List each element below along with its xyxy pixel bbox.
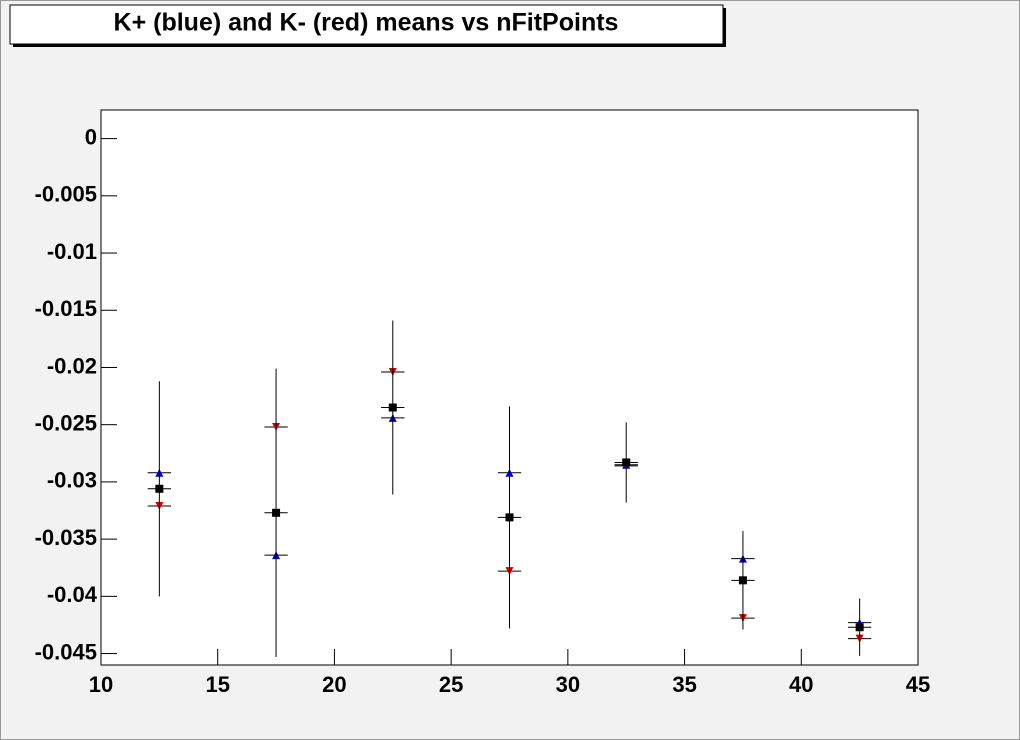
point: [855, 623, 864, 632]
x-tick-label: 15: [205, 672, 229, 697]
x-tick-label: 25: [439, 672, 463, 697]
point: [272, 508, 281, 517]
x-tick-label: 30: [556, 672, 580, 697]
y-tick-label: -0.035: [35, 525, 97, 550]
x-tick-label: 35: [672, 672, 696, 697]
point: [505, 513, 514, 522]
x-tick-label: 20: [322, 672, 346, 697]
point: [155, 484, 164, 493]
y-tick-label: -0.02: [47, 353, 97, 378]
x-tick-label: 10: [89, 672, 113, 697]
point: [738, 576, 747, 585]
title-box: [9, 4, 724, 45]
y-tick-label: -0.025: [35, 411, 97, 436]
y-tick-label: -0.005: [35, 182, 97, 207]
y-tick-label: -0.045: [35, 639, 97, 664]
y-tick-label: -0.04: [47, 582, 98, 607]
x-tick-label: 45: [906, 672, 930, 697]
y-tick-label: -0.015: [35, 296, 97, 321]
point: [388, 403, 397, 412]
y-tick-label: -0.01: [47, 239, 97, 264]
y-tick-label: 0: [85, 124, 97, 149]
x-tick-label: 40: [789, 672, 813, 697]
y-tick-label: -0.03: [47, 468, 97, 493]
point: [622, 458, 631, 467]
chart-title: K+ (blue) and K- (red) means vs nFitPoin…: [114, 9, 619, 37]
